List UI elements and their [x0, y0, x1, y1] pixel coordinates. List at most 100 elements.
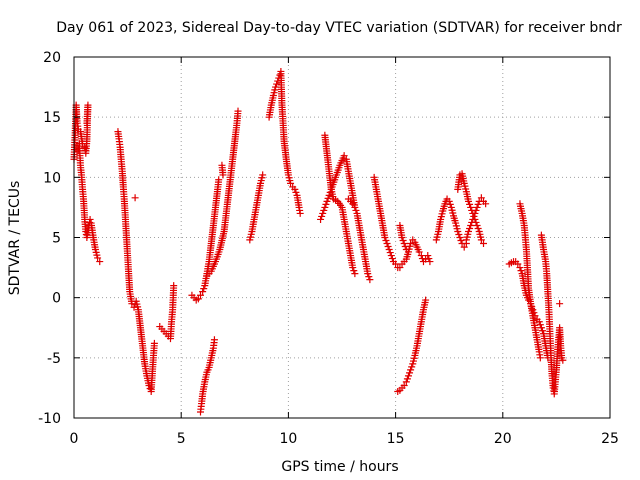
data-point	[322, 200, 330, 208]
y-axis-title: SDTVAR / TECUs	[7, 181, 23, 296]
data-point	[466, 224, 474, 232]
data-point	[215, 176, 223, 184]
data-point	[150, 339, 158, 347]
data-point	[200, 285, 208, 293]
data-point	[383, 240, 391, 248]
data-point	[407, 240, 415, 248]
data-point	[392, 260, 400, 268]
grid-layer	[74, 57, 610, 418]
y-tick-label: 20	[43, 50, 61, 66]
data-point	[464, 227, 472, 235]
y-tick-label: -10	[38, 411, 61, 427]
data-point	[471, 209, 479, 217]
data-point	[514, 260, 522, 268]
data-point	[396, 264, 404, 272]
data-point	[234, 107, 242, 115]
data-point	[467, 203, 475, 211]
data-point	[273, 80, 281, 88]
data-point	[474, 224, 482, 232]
data-point	[365, 273, 373, 281]
data-point	[407, 366, 415, 374]
data-point	[477, 194, 485, 202]
data-point	[538, 327, 546, 335]
data-point	[400, 382, 408, 390]
x-tick-label: 25	[601, 431, 619, 447]
data-point	[477, 236, 485, 244]
data-point	[96, 258, 104, 266]
data-point	[292, 188, 300, 196]
data-point	[418, 255, 426, 263]
data-point	[556, 300, 564, 308]
data-point	[422, 296, 430, 304]
data-point	[219, 171, 227, 179]
y-tick-label: 0	[52, 291, 61, 307]
data-point	[454, 227, 462, 235]
data-point	[400, 240, 408, 248]
data-point	[467, 221, 475, 229]
data-point	[366, 276, 374, 284]
data-point	[382, 237, 390, 245]
x-tick-label: 5	[177, 431, 186, 447]
data-point	[537, 324, 545, 332]
data-marks	[70, 67, 567, 416]
data-point	[323, 197, 331, 205]
x-tick-label: 10	[279, 431, 297, 447]
x-tick-label: 15	[387, 431, 405, 447]
data-point	[388, 255, 396, 263]
data-point	[387, 252, 395, 260]
data-point	[272, 83, 280, 91]
data-point	[386, 249, 394, 257]
data-point	[287, 179, 295, 187]
axis-ticks: 0 5 10 15 20 25 -10 -5 0 5 10 15 20	[38, 50, 619, 447]
data-point	[321, 203, 329, 211]
data-point	[535, 318, 543, 326]
data-point	[349, 264, 357, 272]
data-point	[559, 356, 567, 364]
data-point	[415, 248, 423, 256]
data-point	[536, 321, 544, 329]
data-point	[385, 246, 393, 254]
data-point	[384, 243, 392, 251]
x-axis-title: GPS time / hours	[281, 459, 398, 475]
y-tick-label: 15	[43, 110, 61, 126]
data-point	[445, 197, 453, 205]
data-point	[456, 234, 464, 241]
data-point	[317, 215, 325, 223]
data-point	[381, 234, 389, 241]
data-point	[319, 209, 327, 217]
data-point	[406, 369, 414, 377]
data-point	[468, 218, 476, 226]
data-point	[196, 291, 204, 299]
x-tick-label: 0	[70, 431, 79, 447]
data-point	[472, 206, 480, 214]
data-point	[296, 209, 304, 217]
data-point	[291, 185, 299, 193]
data-point	[352, 206, 360, 214]
data-point	[131, 194, 139, 202]
data-point	[480, 240, 488, 248]
data-point	[408, 363, 416, 371]
data-point	[424, 252, 432, 260]
data-point	[398, 234, 406, 241]
data-point	[83, 119, 91, 127]
data-point	[426, 258, 434, 266]
data-point	[482, 200, 490, 208]
data-point	[455, 230, 463, 238]
data-point	[516, 264, 524, 272]
y-tick-label: 10	[43, 170, 61, 186]
data-point	[403, 375, 411, 383]
data-point	[325, 191, 333, 199]
data-point	[464, 197, 472, 205]
chart-title: Day 061 of 2023, Sidereal Day-to-day VTE…	[56, 20, 622, 36]
data-point	[351, 203, 359, 211]
data-point	[473, 203, 481, 211]
data-point	[276, 71, 284, 79]
data-point	[460, 243, 468, 251]
y-tick-label: -5	[47, 351, 61, 367]
data-point	[364, 270, 372, 278]
data-point	[474, 200, 482, 208]
data-point	[170, 282, 178, 290]
data-point	[422, 255, 430, 263]
